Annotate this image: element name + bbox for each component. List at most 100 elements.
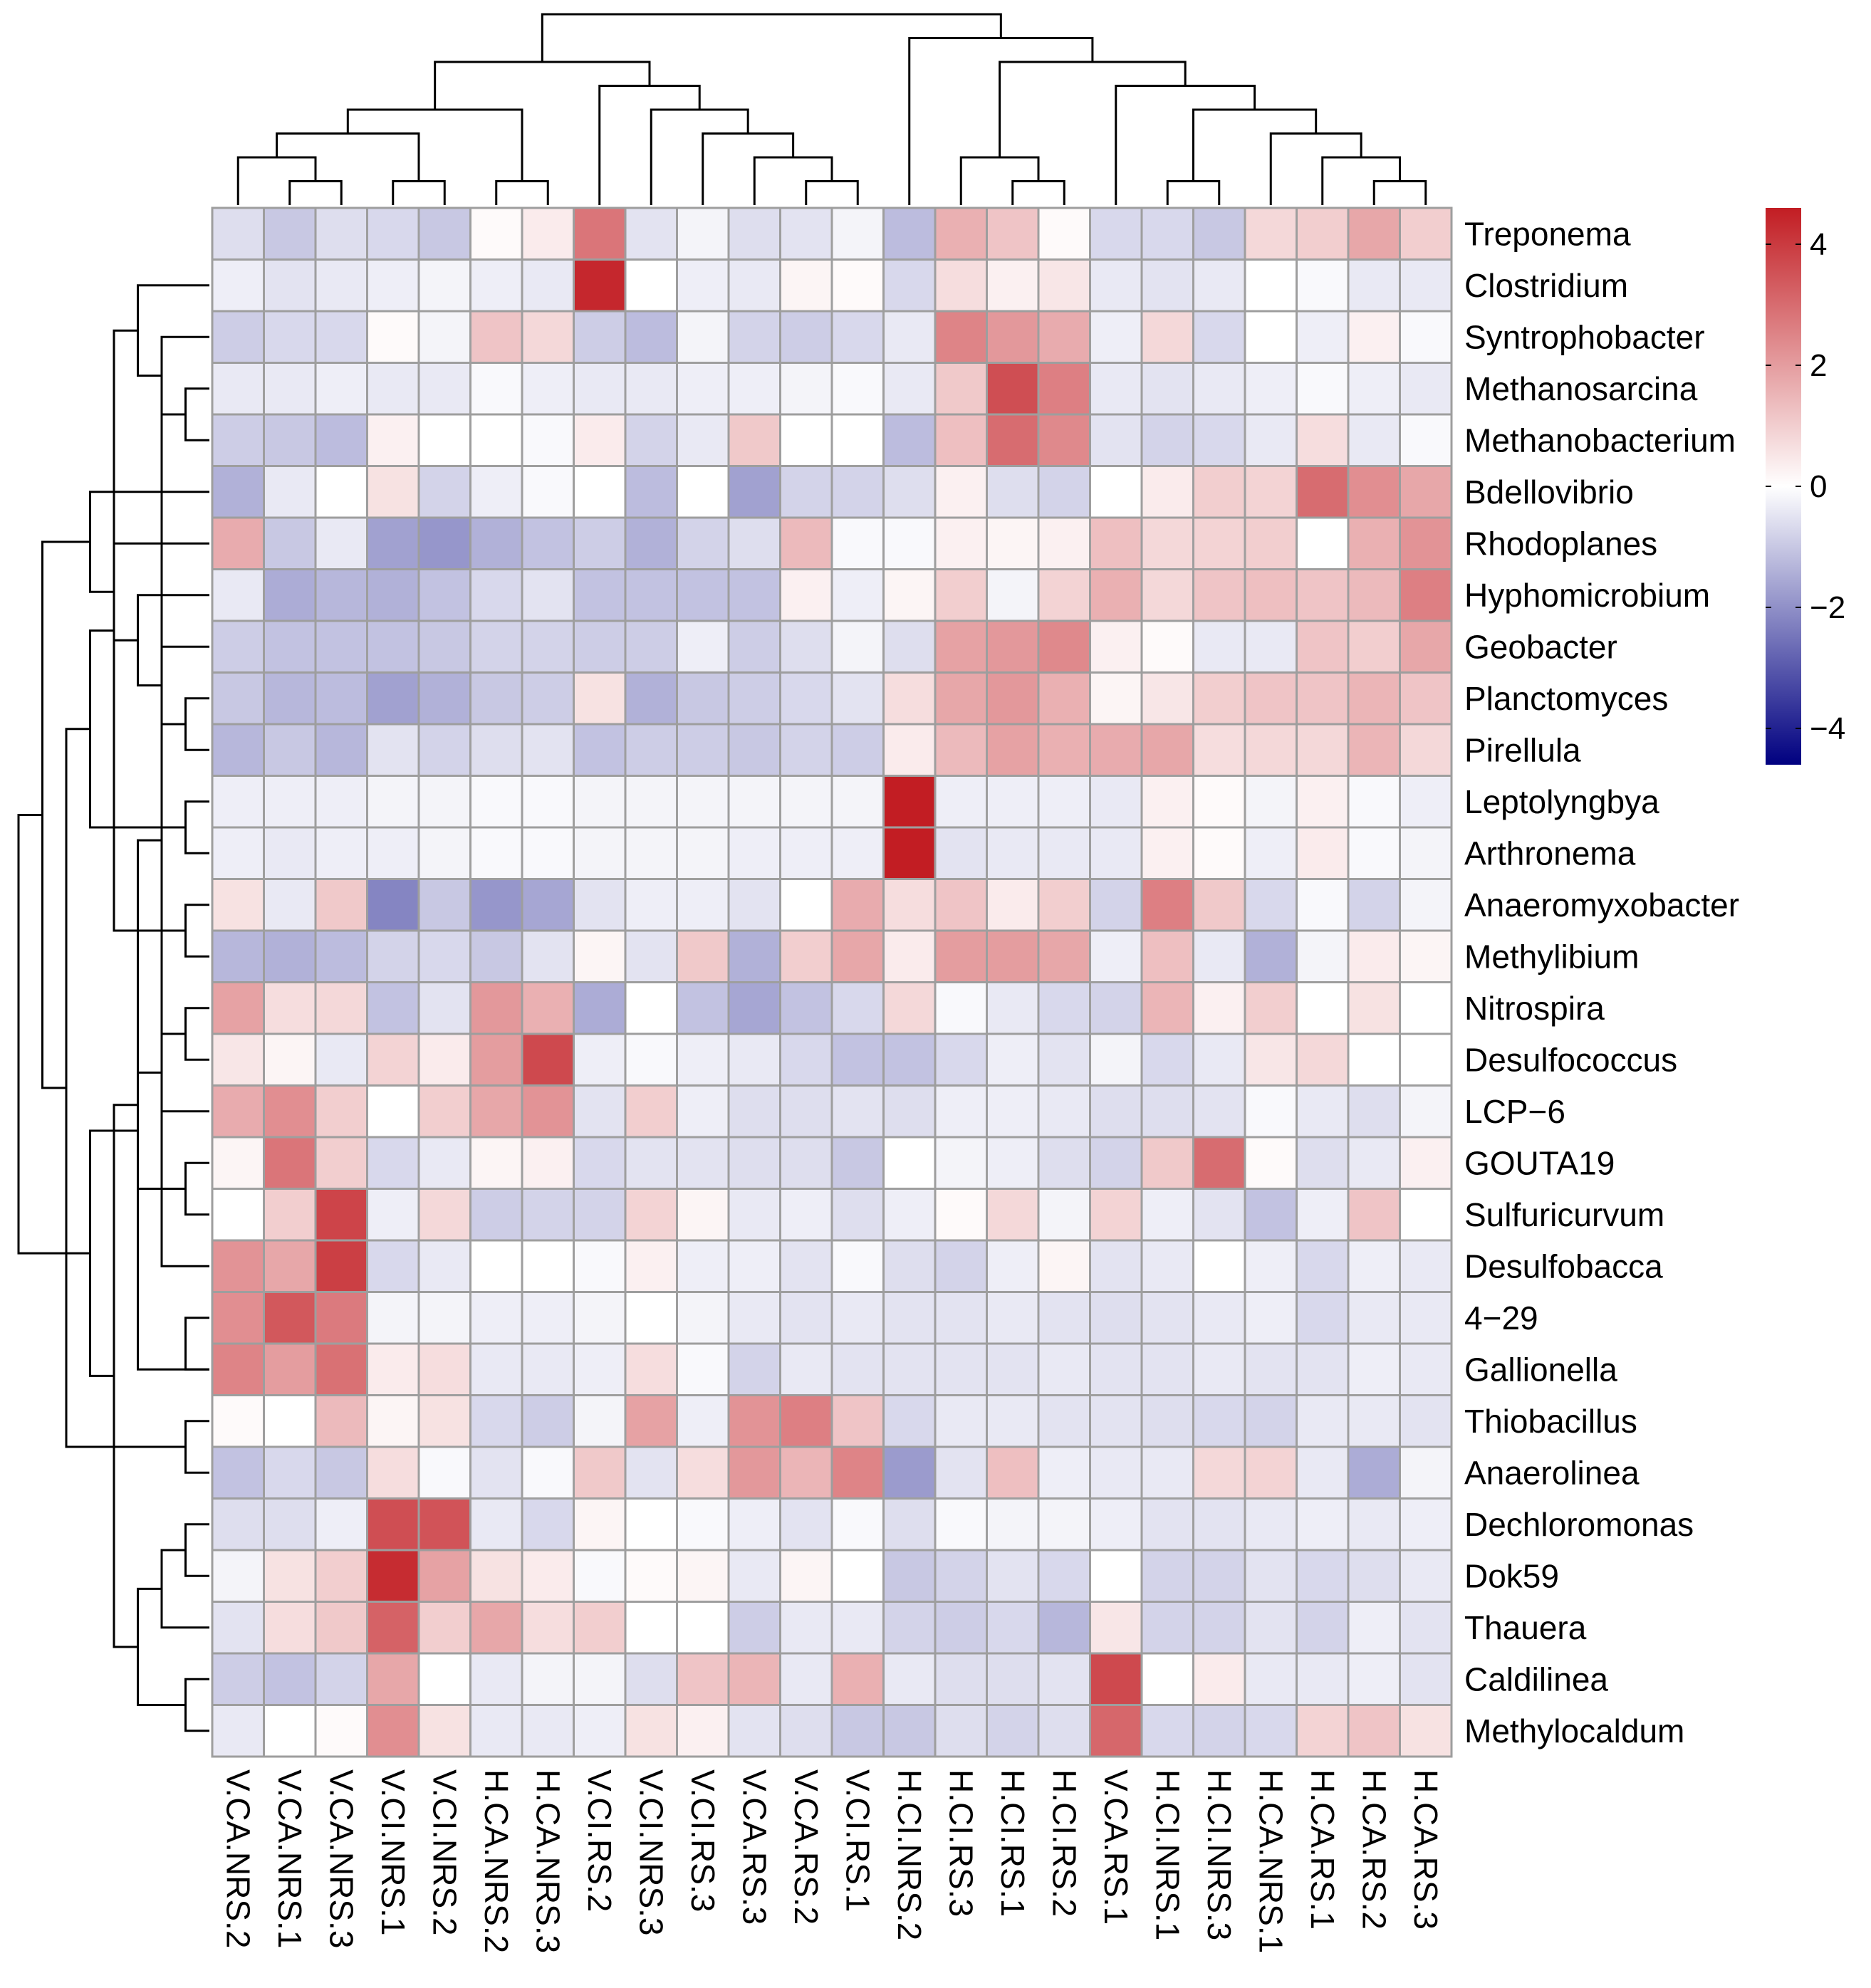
heatmap-cell — [366, 775, 420, 829]
heatmap-cell — [521, 1342, 575, 1396]
heatmap-cell — [934, 258, 988, 313]
heatmap-cell — [521, 878, 575, 932]
heatmap-cell — [1089, 362, 1143, 416]
heatmap-cell — [521, 929, 575, 983]
heatmap-cell — [779, 1342, 833, 1396]
heatmap-cell — [1089, 258, 1143, 313]
column-label: V.CI.NRS.3 — [632, 1769, 669, 1936]
heatmap-cell — [1399, 1394, 1453, 1448]
heatmap-cell — [211, 206, 265, 261]
heatmap-cell — [469, 1032, 523, 1087]
heatmap-cell — [882, 413, 937, 467]
heatmap-cell — [1347, 775, 1401, 829]
heatmap-cell — [1192, 929, 1246, 983]
heatmap-cell — [676, 1497, 730, 1552]
heatmap-cell — [1089, 981, 1143, 1035]
heatmap-cell — [1192, 1394, 1246, 1448]
heatmap-cell — [1140, 929, 1194, 983]
heatmap-cell — [1089, 929, 1143, 983]
heatmap-cell — [934, 723, 988, 777]
heatmap-cell — [624, 929, 678, 983]
heatmap-cell — [727, 1652, 781, 1706]
heatmap-cell — [573, 1239, 627, 1293]
heatmap-cell — [1089, 1291, 1143, 1345]
heatmap-cell — [882, 671, 937, 726]
heatmap-cell — [1399, 362, 1453, 416]
row-label: Planctomyces — [1464, 680, 1668, 717]
heatmap-cell — [624, 1239, 678, 1293]
heatmap-cell — [1089, 1652, 1143, 1706]
heatmap-cell — [1140, 775, 1194, 829]
heatmap-cell — [1399, 1291, 1453, 1345]
heatmap-cell — [934, 568, 988, 622]
heatmap-cell — [1347, 413, 1401, 467]
heatmap-cell — [986, 878, 1040, 932]
heatmap-cell — [1296, 310, 1350, 364]
heatmap-cell — [727, 878, 781, 932]
heatmap-cell — [1296, 1084, 1350, 1139]
heatmap-cell — [469, 206, 523, 261]
row-label: Bdellovibrio — [1464, 474, 1634, 511]
heatmap-cell — [573, 619, 627, 674]
heatmap-cell — [521, 465, 575, 519]
heatmap-cell — [1037, 1239, 1091, 1293]
heatmap-cell — [986, 1188, 1040, 1242]
heatmap-cell — [573, 1188, 627, 1242]
column-label: V.CI.RS.3 — [684, 1769, 721, 1912]
heatmap-cell — [469, 310, 523, 364]
heatmap-cell — [1089, 1497, 1143, 1552]
heatmap-cell — [1140, 619, 1194, 674]
heatmap-cell — [1399, 1445, 1453, 1500]
heatmap-cell — [263, 1291, 317, 1345]
heatmap-cell — [1296, 723, 1350, 777]
heatmap-cell — [779, 619, 833, 674]
heatmap-cell — [1399, 1136, 1453, 1190]
heatmap-cell — [573, 1704, 627, 1758]
color-legend-bar — [1766, 208, 1801, 765]
heatmap-cell — [521, 826, 575, 880]
heatmap-cell — [521, 1601, 575, 1655]
heatmap-cell — [624, 1601, 678, 1655]
heatmap-cell — [624, 413, 678, 467]
heatmap-cell — [676, 878, 730, 932]
heatmap-cell — [211, 929, 265, 983]
heatmap-cell — [1347, 1136, 1401, 1190]
heatmap-cell — [676, 206, 730, 261]
heatmap-cell — [882, 1136, 937, 1190]
heatmap-cell — [1089, 516, 1143, 570]
column-label: H.CA.RS.3 — [1407, 1769, 1444, 1930]
heatmap-cell — [1399, 1342, 1453, 1396]
heatmap-cell — [211, 1497, 265, 1552]
heatmap-cell — [779, 671, 833, 726]
heatmap-cell — [263, 516, 317, 570]
dendrogram-link — [184, 387, 209, 441]
heatmap-cell — [573, 310, 627, 364]
column-label: V.CI.RS.1 — [839, 1769, 876, 1912]
heatmap-cell — [676, 258, 730, 313]
heatmap-cell — [573, 671, 627, 726]
heatmap-cell — [986, 1549, 1040, 1603]
heatmap-cell — [779, 310, 833, 364]
heatmap-cell — [934, 1136, 988, 1190]
heatmap-cell — [624, 465, 678, 519]
heatmap-cell — [1244, 1342, 1298, 1396]
heatmap-cell — [1296, 826, 1350, 880]
heatmap-cell — [211, 362, 265, 416]
heatmap-cell — [727, 826, 781, 880]
heatmap-cell — [779, 1601, 833, 1655]
heatmap-cell — [1037, 723, 1091, 777]
heatmap-cell — [573, 516, 627, 570]
heatmap-cell — [882, 568, 937, 622]
legend-tick-label: −2 — [1810, 590, 1845, 625]
column-label: V.CA.RS.1 — [1098, 1769, 1135, 1925]
dendrogram-link — [184, 697, 209, 751]
heatmap-cell — [1296, 465, 1350, 519]
heatmap-cell — [1089, 1032, 1143, 1087]
heatmap-cell — [1347, 826, 1401, 880]
heatmap-cell — [934, 929, 988, 983]
heatmap-cell — [1192, 516, 1246, 570]
heatmap-cell — [469, 1136, 523, 1190]
heatmap-cell — [366, 206, 420, 261]
heatmap-cell — [469, 826, 523, 880]
heatmap-cell — [1399, 413, 1453, 467]
